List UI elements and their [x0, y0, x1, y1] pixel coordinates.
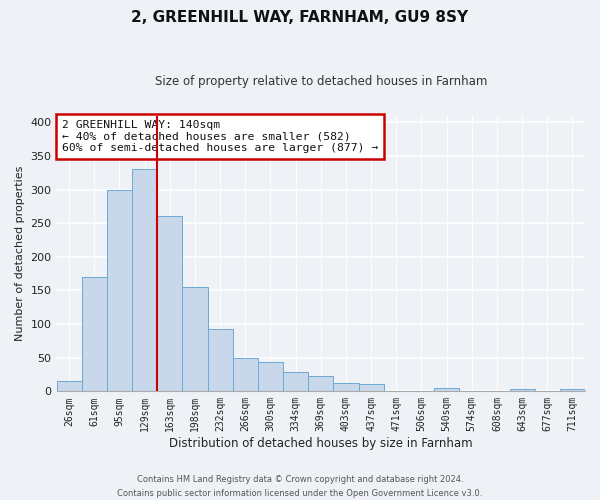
Bar	[509, 390, 535, 392]
Bar	[56, 381, 82, 392]
Bar	[258, 362, 283, 392]
Bar	[233, 358, 258, 392]
Text: Contains HM Land Registry data © Crown copyright and database right 2024.
Contai: Contains HM Land Registry data © Crown c…	[118, 476, 482, 498]
Text: 2 GREENHILL WAY: 140sqm
← 40% of detached houses are smaller (582)
60% of semi-d: 2 GREENHILL WAY: 140sqm ← 40% of detache…	[62, 120, 378, 153]
Title: Size of property relative to detached houses in Farnham: Size of property relative to detached ho…	[155, 75, 487, 88]
Bar	[208, 330, 233, 392]
Bar	[334, 384, 359, 392]
Bar	[182, 287, 208, 392]
X-axis label: Distribution of detached houses by size in Farnham: Distribution of detached houses by size …	[169, 437, 473, 450]
Bar	[434, 388, 459, 392]
Bar	[283, 372, 308, 392]
Bar	[560, 390, 585, 392]
Bar	[308, 376, 334, 392]
Y-axis label: Number of detached properties: Number of detached properties	[15, 166, 25, 341]
Bar	[132, 170, 157, 392]
Bar	[82, 277, 107, 392]
Bar	[157, 216, 182, 392]
Bar	[359, 384, 383, 392]
Text: 2, GREENHILL WAY, FARNHAM, GU9 8SY: 2, GREENHILL WAY, FARNHAM, GU9 8SY	[131, 10, 469, 25]
Bar	[107, 190, 132, 392]
